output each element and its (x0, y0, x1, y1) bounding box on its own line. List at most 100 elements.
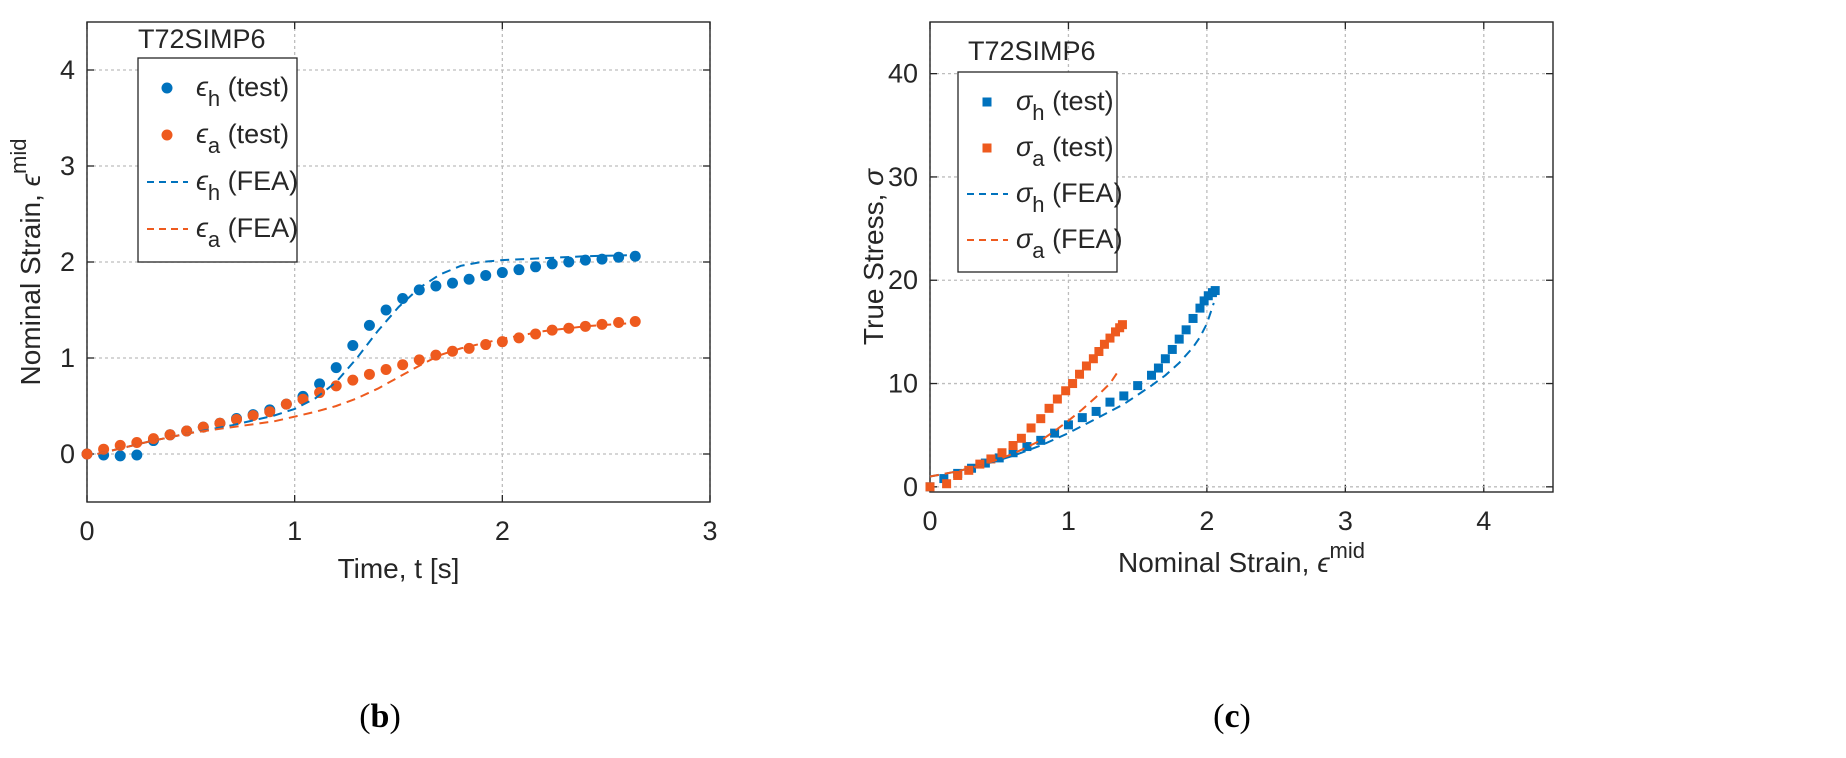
data-point (247, 410, 259, 422)
data-point (1036, 435, 1046, 445)
legend-symbol: ϵ (196, 166, 209, 196)
data-point (280, 398, 292, 410)
data-point (480, 339, 492, 351)
legend-space (1045, 224, 1053, 254)
legend-marker (161, 129, 173, 141)
panel-caption: (c) (1213, 698, 1251, 735)
data-point (131, 449, 143, 461)
data-point (1167, 344, 1177, 354)
axis-label-text: Nominal Strain, (1118, 547, 1317, 578)
y-tick-label: 0 (60, 439, 75, 469)
legend-symbol: σ (1016, 86, 1034, 116)
caption-paren: ( (1213, 698, 1224, 735)
x-tick-label: 3 (1338, 506, 1353, 536)
data-point (629, 250, 641, 262)
data-point (997, 448, 1007, 458)
series-2 (925, 320, 1127, 492)
y-tick-label: 1 (60, 343, 75, 373)
y-tick-label: 40 (888, 59, 918, 89)
legend-space (1045, 86, 1053, 116)
data-point (314, 378, 326, 390)
series-line (929, 372, 1118, 478)
x-tick-label: 2 (495, 516, 510, 546)
caption-paren: ) (1240, 698, 1251, 735)
caption-paren: ) (389, 698, 400, 735)
y-axis-label: True Stress, σ (858, 168, 889, 345)
data-point (1050, 428, 1060, 438)
data-point (81, 448, 93, 460)
axis-label-superscript: mid (1330, 538, 1365, 563)
data-point (164, 429, 176, 441)
data-point (1119, 391, 1129, 401)
series-4 (929, 372, 1118, 478)
legend-tag: (test) (1052, 86, 1114, 116)
legend-label: σh (test) (1016, 86, 1114, 125)
data-point (264, 406, 276, 418)
legend-item: σa (FEA) (967, 224, 1123, 263)
data-point (1174, 334, 1184, 344)
legend-subscript: a (1032, 238, 1045, 263)
x-tick-label: 4 (1476, 506, 1491, 536)
data-point (1195, 303, 1205, 313)
legend-tag: (FEA) (1052, 224, 1123, 254)
legend-space (220, 119, 228, 149)
legend-item: σa (test) (982, 132, 1114, 171)
data-point (1016, 433, 1026, 443)
data-point (1088, 354, 1098, 364)
x-tick-label: 2 (1199, 506, 1214, 536)
data-point (596, 253, 608, 265)
data-point (1188, 313, 1198, 323)
legend-label: ϵh (FEA) (196, 166, 298, 205)
data-point (1063, 420, 1073, 430)
axis-label-symbol: ϵ (1317, 547, 1330, 578)
y-tick-label: 20 (888, 265, 918, 295)
data-point (1091, 406, 1101, 416)
data-point (975, 459, 985, 469)
data-point (380, 364, 392, 376)
data-point (147, 433, 159, 445)
data-point (563, 322, 575, 334)
legend-marker (982, 97, 992, 107)
data-point (446, 277, 458, 289)
data-point (1052, 394, 1062, 404)
data-point (513, 264, 525, 276)
legend-item: σh (test) (982, 86, 1114, 125)
data-point (380, 304, 392, 316)
axes-box (86, 21, 711, 503)
data-point (1068, 379, 1078, 389)
axis-label-superscript: mid (6, 139, 31, 174)
y-axis-label: Nominal Strain, ϵmid (6, 139, 46, 386)
caption-letter: c (1224, 698, 1239, 735)
data-point (1081, 361, 1091, 371)
legend-symbol: σ (1016, 224, 1034, 254)
legend-tag: (FEA) (1052, 178, 1123, 208)
data-point (1105, 333, 1115, 343)
data-point (463, 273, 475, 285)
legend-subscript: h (1032, 100, 1044, 125)
data-point (546, 324, 558, 336)
series-line (97, 322, 627, 455)
legend-label: ϵa (FEA) (196, 213, 298, 252)
data-point (1044, 403, 1054, 413)
legend-label: σh (FEA) (1016, 178, 1123, 217)
legend-symbol: ϵ (196, 213, 209, 243)
data-point (513, 332, 525, 344)
legend-space (1045, 178, 1053, 208)
panel-caption: (b) (359, 698, 401, 735)
legend-space (220, 213, 228, 243)
legend-tag: (FEA) (228, 213, 299, 243)
legend-space (220, 166, 228, 196)
data-point (1094, 347, 1104, 357)
data-point (446, 345, 458, 357)
legend-space (1045, 132, 1053, 162)
data-point (1160, 354, 1170, 364)
legend-symbol: ϵ (196, 119, 209, 149)
legend-label: ϵh (test) (196, 72, 289, 111)
y-tick-label: 4 (60, 55, 75, 85)
data-point (629, 316, 641, 328)
data-point (314, 387, 326, 399)
series-4 (97, 322, 627, 455)
y-tick-label: 3 (60, 151, 75, 181)
